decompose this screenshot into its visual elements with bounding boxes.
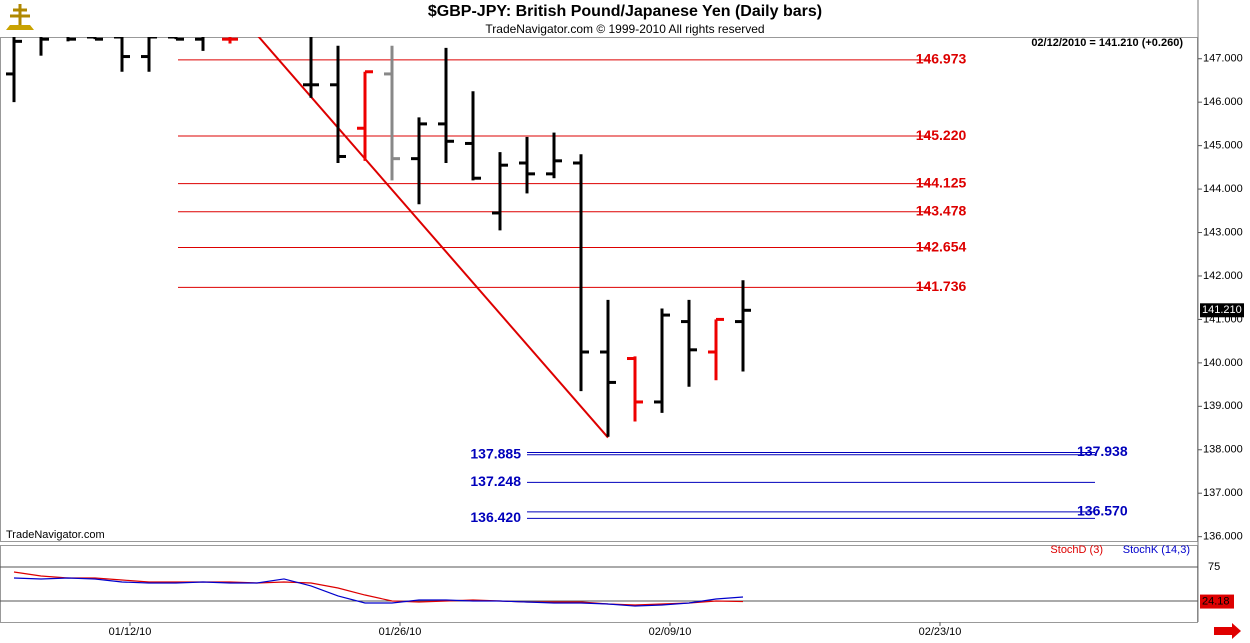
y-tick-label: 142.000 (1203, 270, 1243, 282)
indicator-plot (0, 566, 1198, 607)
legend-entry: StochD (3) (1050, 544, 1103, 556)
resistance-label: 142.654 (916, 238, 967, 254)
y-tick-label: 140.000 (1203, 357, 1243, 369)
indicator-last-label: 24.18 (1202, 595, 1230, 607)
y-tick-label: 138.000 (1203, 444, 1243, 456)
support-label: 136.570 (1077, 503, 1128, 519)
indicator-line (13, 577, 744, 607)
logo (6, 4, 34, 30)
support-label: 136.420 (470, 509, 521, 525)
overlay: 136.000137.000138.000139.000140.000141.0… (109, 51, 1244, 638)
y-tick-label: 143.000 (1203, 226, 1243, 238)
trendline (257, 37, 609, 439)
chart-subtitle: TradeNavigator.com © 1999-2010 All right… (485, 22, 764, 36)
quote: 02/12/2010 = 141.210 (+0.260) (1031, 37, 1183, 49)
last-price-box (1200, 303, 1244, 318)
resistance-label: 141.736 (916, 278, 967, 294)
legend-entry: StochK (14,3) (1123, 544, 1190, 556)
support-label: 137.885 (470, 445, 521, 461)
scroll-arrow[interactable] (1214, 623, 1241, 639)
resistance-label: 144.125 (916, 174, 967, 190)
resistance-label: 145.220 (916, 127, 967, 143)
last-price-label: 141.210 (1202, 304, 1242, 316)
y-tick-label: 136.000 (1203, 531, 1243, 543)
indicator-last-box (1200, 594, 1234, 609)
x-tick-label: 02/23/10 (919, 626, 962, 638)
support-label: 137.248 (470, 473, 521, 489)
chart-title: $GBP-JPY: British Pound/Japanese Yen (Da… (428, 3, 822, 20)
support-label: 137.938 (1077, 443, 1128, 459)
x-tick-label: 01/12/10 (109, 626, 152, 638)
y-tick-label: 75 (1208, 561, 1220, 573)
y-tick-label: 137.000 (1203, 487, 1243, 499)
y-tick-label: 146.000 (1203, 96, 1243, 108)
x-tick-label: 01/26/10 (379, 626, 422, 638)
price-plot (6, 37, 1095, 519)
resistance-label: 143.478 (916, 202, 967, 218)
watermark: TradeNavigator.com (6, 529, 105, 541)
y-tick-label: 145.000 (1203, 140, 1243, 152)
y-tick-label: 139.000 (1203, 400, 1243, 412)
resistance-label: 146.973 (916, 51, 967, 67)
y-tick-label: 147.000 (1203, 53, 1243, 65)
y-tick-label: 144.000 (1203, 183, 1243, 195)
x-tick-label: 02/09/10 (649, 626, 692, 638)
